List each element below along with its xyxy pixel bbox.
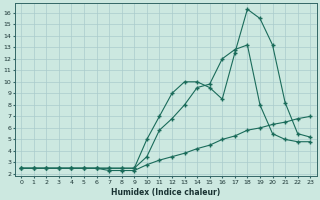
X-axis label: Humidex (Indice chaleur): Humidex (Indice chaleur) (111, 188, 220, 197)
